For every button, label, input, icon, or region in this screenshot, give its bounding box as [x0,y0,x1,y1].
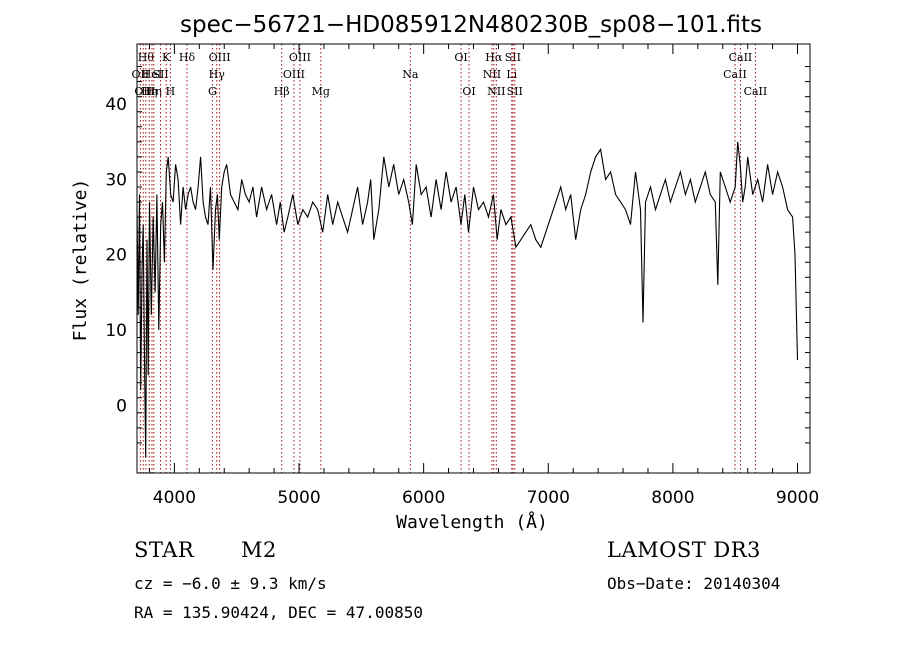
x-axis-label: Wavelength (Å) [396,511,548,533]
line-marker-label: SII [507,85,523,98]
coordinates: RA = 135.90424, DEC = 47.00850 [134,603,423,622]
y-axis-label: Flux (relative) [70,179,91,342]
y-tick-label: 30 [105,170,127,190]
line-marker-label: G [208,85,217,98]
x-tick-label: 4000 [153,488,196,508]
line-marker-label: K [162,51,171,64]
x-tick-label: 7000 [527,488,570,508]
line-marker-label: CaII [729,51,753,64]
line-marker-label: Hα [485,51,503,64]
line-marker-label: Li [506,68,517,81]
spectrum-line [136,141,799,458]
line-markers: OII OII Hθ Hη HeI Hη SII K H Hδ G Hγ OIII Hβ OIII OIII M… [132,44,768,473]
object-class: STAR [134,538,195,562]
line-marker-label: Hη [141,85,157,98]
line-marker-label: OII [132,68,150,81]
plot-frame [136,43,811,474]
subclass: M2 [241,538,277,562]
line-marker-label: CaII [744,85,768,98]
y-tick-label: 10 [105,321,127,341]
line-marker-label: SII [152,68,168,81]
line-marker-label: OI [454,51,467,64]
x-tick-label: 5000 [277,488,320,508]
x-tick-label: 6000 [402,488,445,508]
y-tick-label: 40 [105,95,127,115]
obs-date: Obs−Date: 20140304 [607,574,781,593]
line-marker-label: OIII [289,51,311,64]
line-marker-label: Hγ [209,68,226,81]
line-marker-label: NII [483,68,501,81]
x-axis: 4000 5000 6000 7000 8000 9000 [148,44,819,508]
line-marker-label: CaII [723,68,747,81]
line-marker-label: NII [487,85,505,98]
survey-name: LAMOST DR3 [607,538,761,562]
x-tick-label: 9000 [776,488,819,508]
line-marker-label: OII [134,85,152,98]
line-marker-label: OIII [283,68,305,81]
chart-title: spec−56721−HD085912N480230B_sp08−101.fit… [180,12,762,38]
redshift-cz: cz = −6.0 ± 9.3 km/s [134,574,327,593]
y-tick-label: 0 [116,396,127,416]
line-marker-label: Na [402,68,419,81]
line-marker-label: OIII [209,51,231,64]
line-marker-label: SII [505,51,521,64]
line-marker-label: H [166,85,176,98]
line-marker-label: Hη [146,85,162,98]
line-marker-label: OI [462,85,475,98]
line-marker-label: Hθ [138,51,155,64]
y-tick-label: 20 [105,246,127,266]
line-marker-label: HeI [142,68,162,81]
y-axis: 0 10 20 30 40 [105,66,810,444]
line-marker-label: Hβ [274,85,290,98]
x-tick-label: 8000 [651,488,694,508]
line-marker-label: Mg [312,85,330,98]
line-marker-label: Hδ [179,51,196,64]
